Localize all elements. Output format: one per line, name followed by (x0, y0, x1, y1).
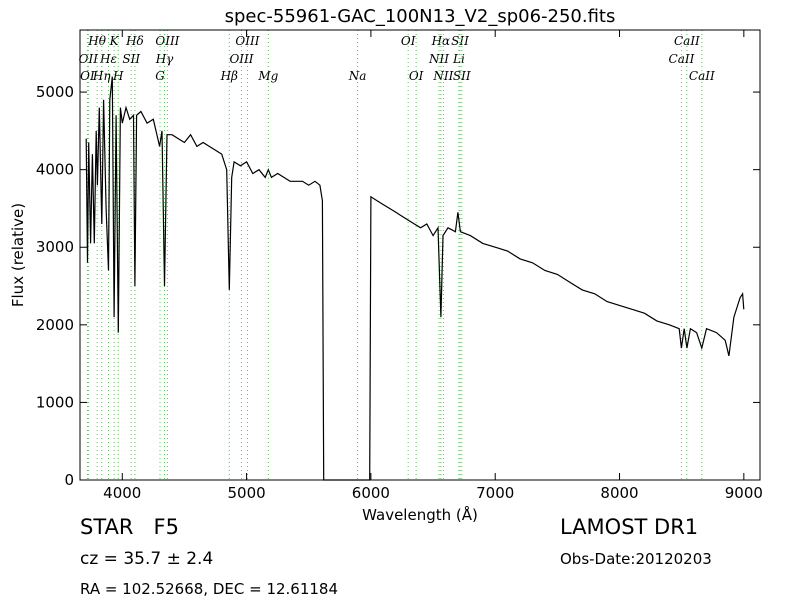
spectral-line-label: CaII (669, 52, 695, 66)
spectral-line-label: NII (428, 52, 449, 66)
spectrum-line (85, 76, 745, 481)
y-tick-label: 4000 (36, 161, 74, 179)
spectral-line-label: NII (432, 69, 453, 83)
spectral-line-label: Hη (92, 69, 111, 83)
spectral-line-label: SII (122, 52, 140, 66)
y-tick-label: 2000 (36, 316, 74, 334)
y-tick-label: 1000 (36, 393, 74, 411)
spectral-line-label: CaII (674, 34, 700, 48)
x-axis-label: Wavelength (Å) (362, 505, 478, 524)
spectral-line-label: OIII (155, 34, 179, 48)
spectral-line-label: K (109, 34, 120, 48)
spectral-line-label: OII (79, 52, 99, 66)
spectral-line-label: SII (451, 34, 469, 48)
spectral-line-label: OIII (235, 34, 259, 48)
spectral-line-label: OI (80, 69, 95, 83)
y-tick-label: 0 (64, 471, 74, 489)
spectral-line-label: Hβ (220, 69, 238, 83)
annotation: RA = 102.52668, DEC = 12.61184 (80, 580, 338, 598)
chart-title: spec-55961-GAC_100N13_V2_sp06-250.fits (225, 6, 616, 27)
annotation: cz = 35.7 ± 2.4 (80, 549, 213, 569)
spectral-line-label: H (112, 69, 124, 83)
spectral-line-label: Hε (99, 52, 117, 66)
spectral-line-label: Hγ (155, 52, 174, 66)
x-tick-label: 4000 (103, 484, 141, 502)
spectral-line-label: Li (452, 52, 465, 66)
x-tick-label: 5000 (227, 484, 265, 502)
spectral-line-label: OI (409, 69, 424, 83)
spectral-line-label: OI (401, 34, 416, 48)
x-tick-label: 6000 (352, 484, 390, 502)
spectral-line-label: SII (453, 69, 471, 83)
spectral-line-label: Hθ (87, 34, 106, 48)
y-tick-label: 3000 (36, 238, 74, 256)
spectral-line-label: G (155, 69, 165, 83)
spectral-line-label: Hα (431, 34, 451, 48)
annotation: LAMOST DR1 (560, 515, 698, 539)
x-tick-label: 7000 (476, 484, 514, 502)
spectral-line-label: Na (348, 69, 367, 83)
spectral-line-label: OIII (229, 52, 253, 66)
spectral-line-label: Mg (257, 69, 278, 83)
y-tick-label: 5000 (36, 83, 74, 101)
plot-frame (79, 29, 761, 481)
annotation: STAR F5 (80, 515, 179, 539)
x-tick-label: 8000 (600, 484, 638, 502)
annotation: Obs-Date:20120203 (560, 550, 712, 568)
spectral-line-label: Hδ (125, 34, 144, 48)
y-axis-label: Flux (relative) (9, 203, 27, 307)
x-tick-label: 9000 (725, 484, 763, 502)
spectral-line-label: CaII (689, 69, 715, 83)
